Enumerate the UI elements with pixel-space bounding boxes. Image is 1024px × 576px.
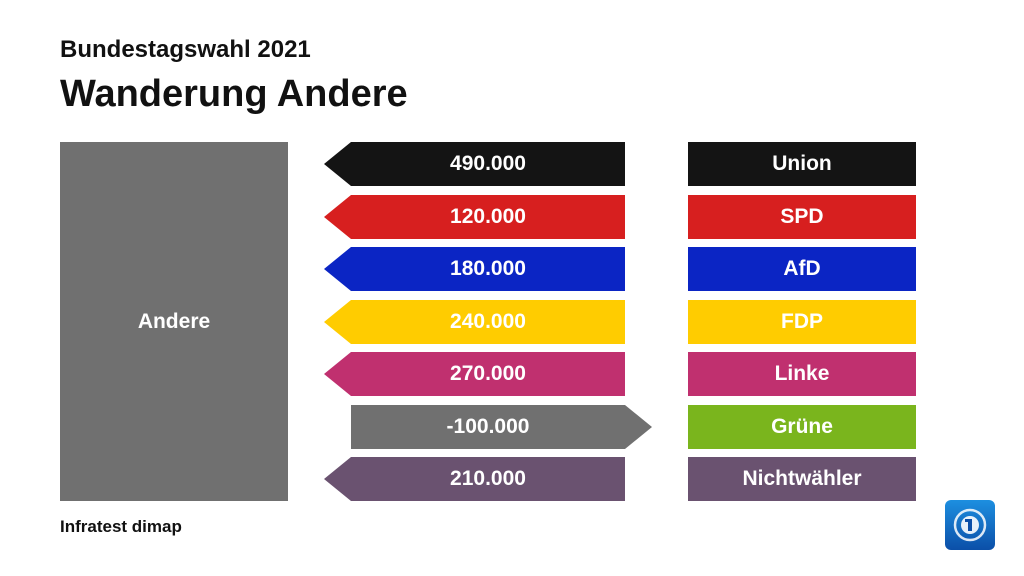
flow-arrow: 240.000	[324, 300, 625, 344]
flow-value-label: 210.000	[450, 467, 526, 490]
flow-value-label: 490.000	[450, 152, 526, 175]
party-box: SPD	[688, 195, 916, 239]
source-party-box: Andere	[60, 142, 288, 501]
broadcaster-logo-icon	[945, 500, 995, 550]
flow-value-label: 180.000	[450, 257, 526, 280]
flow-value-label: 120.000	[450, 205, 526, 228]
flow-arrow: 490.000	[324, 142, 625, 186]
flow-arrow: 180.000	[324, 247, 625, 291]
page-title: Wanderung Andere	[60, 73, 408, 115]
flow-arrow: 210.000	[324, 457, 625, 501]
flow-value-label: 270.000	[450, 362, 526, 385]
flow-value-label: -100.000	[446, 415, 530, 438]
party-label: AfD	[783, 257, 821, 280]
party-box: Nichtwähler	[688, 457, 916, 501]
supertitle: Bundestagswahl 2021	[60, 36, 311, 63]
party-label: Nichtwähler	[742, 467, 862, 490]
flow-arrow: 120.000	[324, 195, 625, 239]
party-box: Grüne	[688, 405, 916, 449]
party-label: Grüne	[771, 415, 833, 438]
party-box: Linke	[688, 352, 916, 396]
party-label: Union	[772, 152, 832, 175]
party-box: Union	[688, 142, 916, 186]
source-credit: Infratest dimap	[60, 517, 182, 536]
source-party-label: Andere	[137, 309, 211, 333]
party-label: Linke	[774, 362, 830, 385]
party-box: AfD	[688, 247, 916, 291]
flow-arrow: 270.000	[324, 352, 625, 396]
flow-value-label: 240.000	[450, 310, 526, 333]
party-label: SPD	[780, 205, 824, 228]
party-box: FDP	[688, 300, 916, 344]
party-label: FDP	[781, 310, 823, 333]
flow-arrow: -100.000	[351, 405, 652, 449]
